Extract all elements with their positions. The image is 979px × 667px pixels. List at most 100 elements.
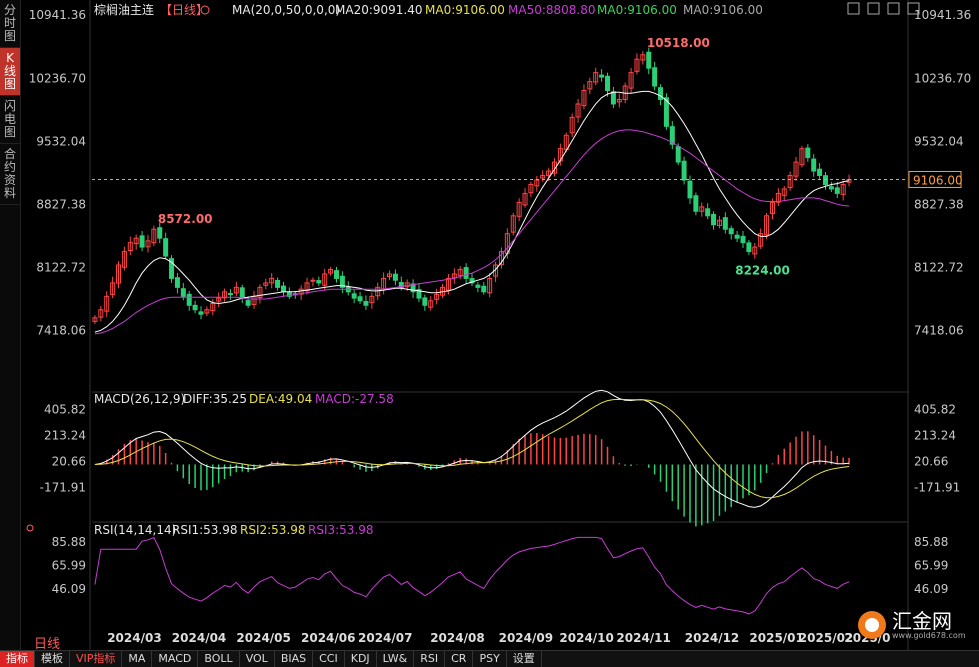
candle-body [351,293,357,299]
logo: 汇金网 www.gold678.com [858,610,968,640]
toolbar-item-6[interactable]: VOL [240,651,275,667]
period-label[interactable]: 日线 [34,637,61,652]
candle-body [375,286,381,297]
candle-body [398,282,404,288]
candle-body [822,175,828,185]
price-tick-right: 8122.72 [914,260,964,274]
candle-body [758,233,764,247]
month-label: 2024/10 [559,631,613,645]
candle-body [528,183,534,194]
candle-body [233,286,239,294]
candle-body [551,161,557,174]
sidebar-tab-1[interactable]: K 线 图 [0,48,20,96]
candle-body [610,91,616,105]
candle-body [587,81,593,90]
candle-body [487,277,493,294]
candle-body [781,188,787,196]
last-price-box [908,170,962,188]
toolbar-item-0[interactable]: 指标 [0,651,35,667]
sidebar-tab-2[interactable]: 闪 电 图 [0,96,20,144]
candle-body [616,98,622,103]
candle-body [510,215,516,233]
toolbar-item-5[interactable]: BOLL [198,651,240,667]
candle-body [787,175,793,189]
candle-body [463,267,469,279]
candle-body [740,235,746,244]
toolbar-item-14[interactable]: 设置 [507,651,542,667]
candle-body [269,277,275,284]
toolbar-item-4[interactable]: MACD [152,651,199,667]
toolbar-item-3[interactable]: MA [122,651,153,667]
toolbar-item-8[interactable]: CCI [313,651,345,667]
kline-chart[interactable]: 10941.36 10941.36 10236.70 10236.70 9532.04 9… [0,0,979,650]
candle-body [451,273,457,279]
rsi-settings-icon [26,524,34,532]
rsi-tick-left: 65.99 [52,559,86,573]
toolbar-item-2[interactable]: VIP指标 [70,651,123,667]
candle-body [658,87,664,100]
rsi-header-3: RSI3:53.98 [308,523,374,537]
toolbar-item-12[interactable]: CR [445,651,474,667]
toolbar-item-10[interactable]: LW& [377,651,415,667]
candle-body [416,289,422,299]
month-label: 2025/02 [799,631,853,645]
candle-body [280,285,286,293]
candle-body [357,296,363,302]
month-label: 2024/09 [499,631,553,645]
candle-body [663,97,669,127]
candle-body [98,309,104,318]
macd-tick-left: 20.66 [52,455,86,469]
candle-body [263,282,269,286]
candle-body [239,287,245,299]
candle-body [540,175,546,179]
candle-body [151,228,157,244]
price-tick-left: 10236.70 [29,71,86,85]
candle-body [828,186,834,190]
macd-tick-right: 20.66 [914,455,948,469]
candle-body [157,227,163,239]
toolbar-item-11[interactable]: RSI [414,651,446,667]
macd-diff-line [94,389,850,508]
month-label: 2024/08 [430,631,484,645]
candle-body [180,288,186,297]
toolbar-item-1[interactable]: 模板 [35,651,70,667]
ma20-line [94,90,850,333]
macd-tick-left: 405.82 [44,403,86,417]
candle-body [634,58,640,72]
candle-body [498,251,504,266]
rsi-header-1: RSI1:53.98 [172,523,238,537]
candle-body [163,238,169,257]
toolbar-item-13[interactable]: PSY [473,651,507,667]
toolbar-item-9[interactable]: KDJ [345,651,377,667]
candle-body [516,201,522,217]
window-control-icon [907,2,920,15]
rsi-tick-right: 65.99 [914,559,948,573]
candle-body [428,300,434,308]
header-text-2: MA(20,0,50,0,0,0) [232,3,340,17]
candle-body [705,208,711,217]
candle-body [322,273,328,286]
rsi-header-2: RSI2:53.98 [240,523,306,537]
price-tick-right: 9532.04 [914,134,964,148]
toolbar-item-7[interactable]: BIAS [275,651,314,667]
window-control-icon [867,2,880,15]
sidebar-tab-3[interactable]: 合 约 资 料 [0,144,20,205]
sidebar-tab-0[interactable]: 分 时 图 [0,0,20,48]
price-tick-right: 10236.70 [914,71,971,85]
price-tick-left: 8122.72 [36,260,86,274]
candle-body [110,282,116,295]
macd-header-0: MACD(26,12,9) [94,392,185,406]
indicator-toolbar: 指标 模板 VIP指标 MA MACD BOLL VOL BIAS CCI KDJ LW& RSI CR… [0,650,979,667]
candle-body [328,268,334,274]
macd-tick-left: 213.24 [44,429,86,443]
candle-body [192,304,198,311]
header-text-3: MA20:9091.40 [335,3,423,17]
candle-body [275,279,281,288]
candle-body [392,273,398,281]
month-label: 2024/07 [358,631,412,645]
header-text-7: MA0:9106.00 [683,3,763,17]
candle-body [410,283,416,293]
candle-body [563,134,569,151]
candle-body [681,160,687,181]
